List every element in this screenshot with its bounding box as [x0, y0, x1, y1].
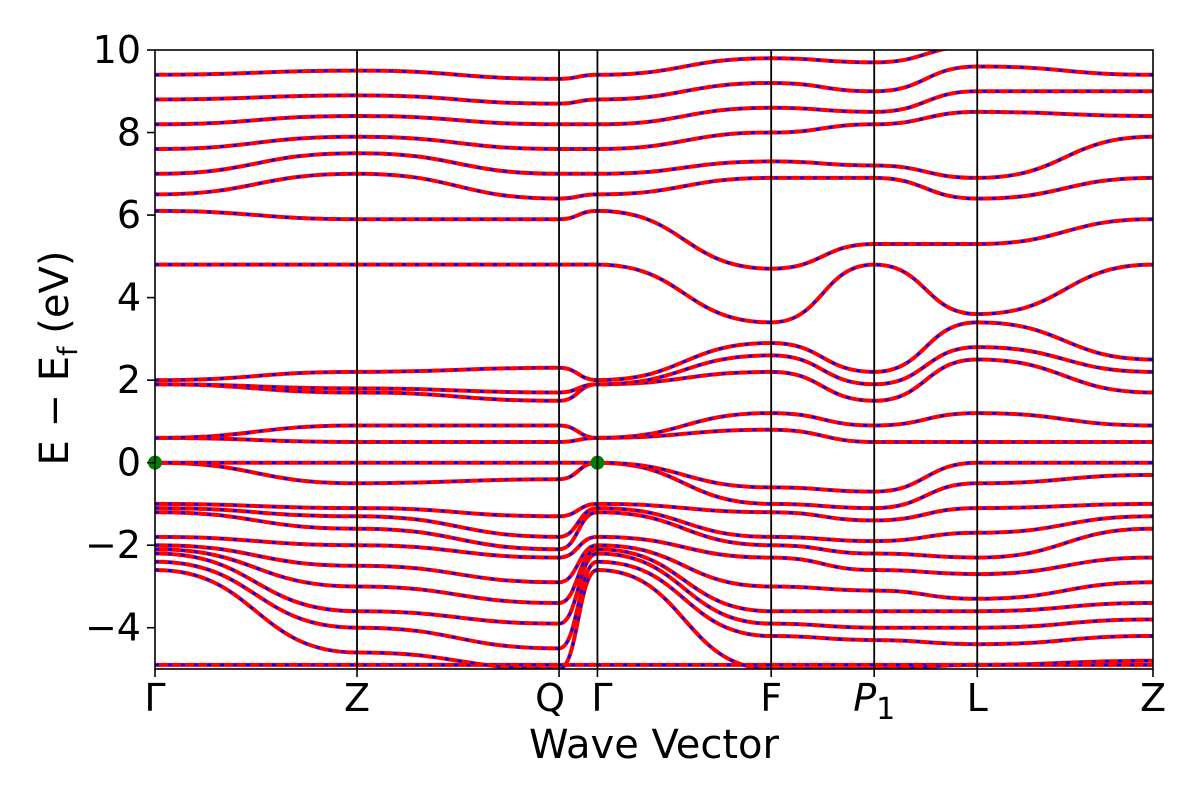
x-tick-label: P1 [853, 676, 895, 727]
y-tick-label: 8 [117, 111, 141, 155]
band-line-12-blue [155, 428, 1153, 444]
band-line-8-blue [155, 506, 1153, 543]
band-line-4-blue [155, 547, 1153, 613]
y-axis-label-subscript: f [53, 345, 84, 356]
band-line-15-red [155, 345, 1153, 395]
y-tick-label: −2 [85, 523, 141, 567]
high-symmetry-lines [356, 50, 979, 669]
band-line-24-red [155, 50, 950, 81]
x-axis-ticks: Γ Z Q Γ F P1 L Z [144, 669, 1166, 727]
y-tick-label: 2 [117, 358, 141, 402]
bands-group [155, 50, 1153, 669]
band-line-9-blue [155, 502, 1153, 522]
band-line-17-blue [155, 263, 1153, 324]
x-tick-label: Γ [144, 676, 165, 720]
y-tick-label: 10 [93, 28, 141, 72]
y-axis-label: E − Ef (eV) [32, 251, 84, 466]
band-line-10-blue [155, 461, 1153, 510]
x-tick-label: Z [344, 676, 370, 720]
y-axis-label-main: E − E [32, 356, 78, 466]
y-tick-label: 0 [117, 441, 141, 485]
band-line-5-blue [155, 543, 1153, 601]
band-line-15-blue [155, 345, 1153, 394]
band-line-18-red [155, 208, 1153, 271]
x-tick-label-subscript: 1 [876, 692, 895, 727]
y-axis-ticks: −4 −2 0 2 4 6 8 10 [85, 28, 155, 650]
band-line-24-blue [155, 50, 946, 81]
band-line-16-red [155, 320, 1153, 383]
band-line-2-blue [155, 560, 1153, 650]
x-tick-label: Q [535, 676, 565, 720]
band-line-17-red [155, 262, 1153, 325]
x-tick-label: L [967, 676, 988, 720]
x-tick-label: F [760, 676, 782, 720]
band-line-20-red [155, 134, 1153, 180]
y-tick-label: 6 [117, 193, 141, 237]
band-line-13-red [155, 411, 1153, 440]
x-tick-label: Z [1140, 676, 1166, 720]
y-axis-label-unit: (eV) [32, 251, 78, 347]
band-line-7-red [155, 510, 1153, 560]
band-line-8-red [155, 506, 1153, 544]
y-tick-label: 4 [117, 276, 141, 320]
x-tick-label: Γ [591, 676, 612, 720]
band-line-21-blue [155, 110, 1153, 151]
y-tick-label: −4 [85, 606, 141, 650]
band-line-11-red [155, 460, 1153, 494]
plot-frame [154, 49, 1154, 670]
x-axis-label: Wave Vector [529, 722, 780, 768]
